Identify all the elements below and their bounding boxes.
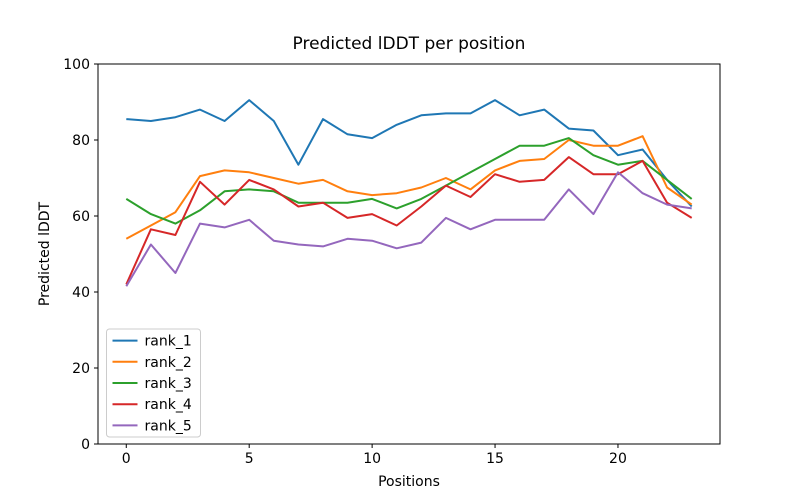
legend-label-rank_1: rank_1 bbox=[145, 334, 192, 350]
y-tick-label: 80 bbox=[72, 133, 90, 149]
y-tick-label: 20 bbox=[72, 361, 90, 377]
x-tick-label: 5 bbox=[245, 451, 254, 467]
y-tick-label: 100 bbox=[63, 57, 90, 73]
chart-title: Predicted lDDT per position bbox=[293, 34, 526, 54]
y-tick-label: 0 bbox=[81, 437, 90, 453]
y-tick-label: 40 bbox=[72, 285, 90, 301]
series-lines bbox=[125, 99, 693, 287]
legend-box bbox=[106, 328, 201, 438]
y-axis-ticks: 0 20 40 60 80 100 bbox=[63, 57, 98, 453]
plot-area bbox=[97, 63, 721, 445]
y-axis-label: Predicted lDDT bbox=[37, 201, 53, 306]
series-line-rank_3 bbox=[125, 137, 693, 225]
x-axis-label: Positions bbox=[378, 474, 440, 490]
x-tick-label: 10 bbox=[363, 451, 381, 467]
x-tick-label: 0 bbox=[122, 451, 131, 467]
x-axis-ticks: 0 5 10 15 20 bbox=[122, 444, 627, 467]
series-line-rank_1 bbox=[126, 99, 693, 208]
legend-label-rank_2: rank_2 bbox=[145, 355, 192, 371]
legend-label-rank_5: rank_5 bbox=[145, 418, 192, 434]
legend: rank_1 rank_2 rank_3 rank_4 rank_5 bbox=[106, 328, 201, 438]
y-tick-label: 60 bbox=[72, 209, 90, 225]
legend-label-rank_4: rank_4 bbox=[145, 397, 192, 413]
legend-label-rank_3: rank_3 bbox=[145, 376, 192, 392]
series-line-rank_4 bbox=[125, 156, 693, 285]
series-line-rank_5 bbox=[125, 171, 692, 287]
x-tick-label: 20 bbox=[609, 451, 627, 467]
series-line-rank_2 bbox=[125, 135, 693, 240]
x-tick-label: 15 bbox=[486, 451, 504, 467]
